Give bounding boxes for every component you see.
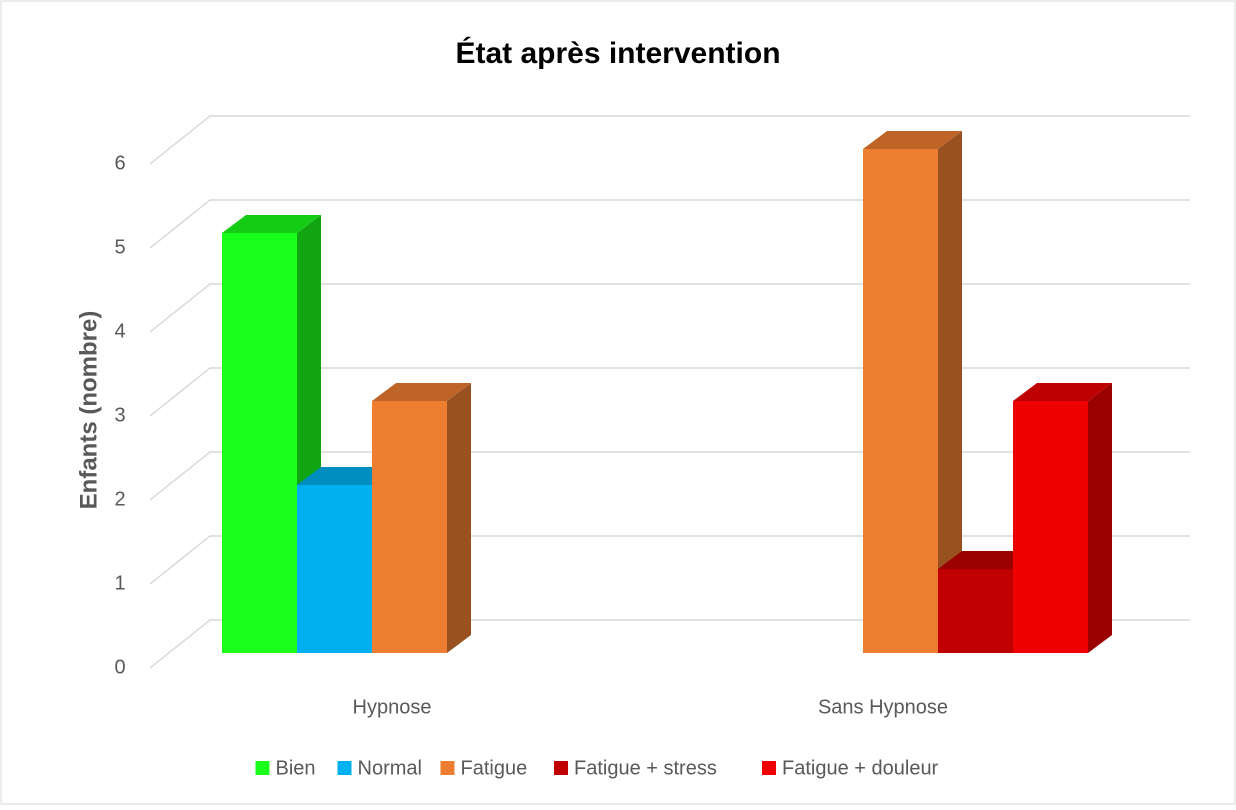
legend-swatch (762, 761, 776, 775)
bar-front (372, 401, 447, 653)
bar-side (1088, 383, 1112, 653)
bar-front (863, 149, 938, 653)
legend-swatch (440, 761, 455, 775)
legend-swatch (337, 761, 352, 775)
y-tick-label: 2 (114, 488, 125, 510)
y-tick-label: 3 (114, 404, 125, 426)
bar-side (938, 131, 962, 653)
legend-label: Fatigue + douleur (782, 757, 939, 779)
legend-swatch (255, 761, 270, 775)
bar-top (297, 467, 396, 485)
y-tick-label: 0 (114, 656, 125, 678)
legend-label: Fatigue (461, 757, 528, 779)
bar-front (938, 569, 1013, 653)
bar-front (297, 485, 372, 653)
y-tick-label: 1 (114, 572, 125, 594)
chart-title: État après intervention (455, 36, 780, 70)
bar-front (222, 233, 297, 653)
legend-label: Fatigue + stress (574, 757, 717, 779)
bar (863, 131, 962, 653)
y-tick-label: 6 (114, 152, 125, 174)
bar-top (372, 383, 471, 401)
x-tick-label: Sans Hypnose (818, 696, 948, 718)
bar-front (1013, 401, 1088, 653)
bar-top (938, 551, 1037, 569)
y-tick-label: 4 (114, 320, 125, 342)
grid-line (149, 115, 1190, 165)
legend-swatch (554, 761, 568, 775)
bar-side (447, 383, 471, 653)
legend-label: Bien (276, 757, 316, 779)
y-tick-label: 5 (114, 236, 125, 258)
bar-top (1013, 383, 1112, 401)
bar-top (863, 131, 962, 149)
bar (372, 383, 471, 653)
y-axis-title: Enfants (nombre) (75, 311, 102, 510)
legend-label: Normal (358, 757, 422, 779)
bar (1013, 383, 1112, 653)
bar-top (222, 215, 321, 233)
x-tick-label: Hypnose (353, 696, 432, 718)
